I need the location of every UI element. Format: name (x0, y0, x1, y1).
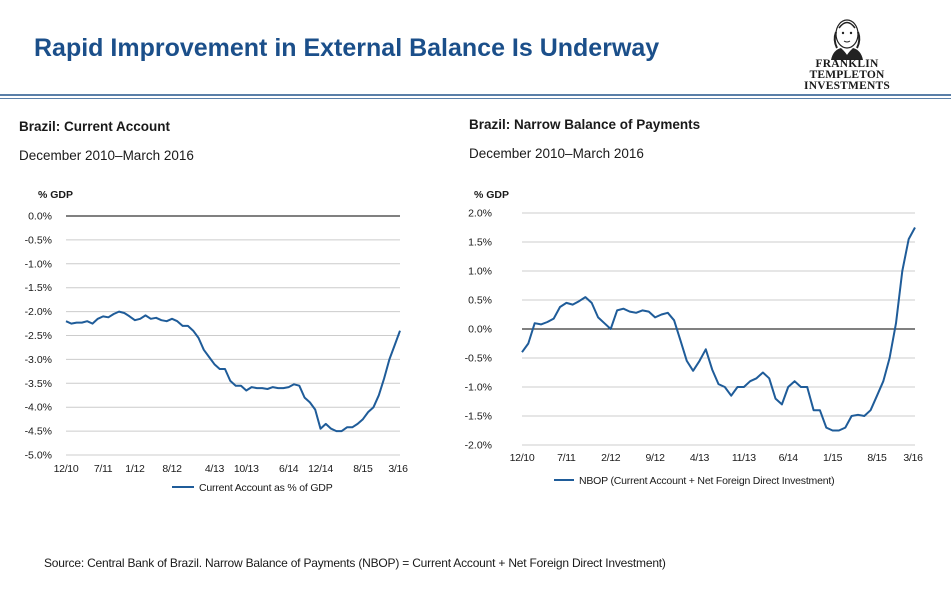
x-tick-label: 12/10 (54, 463, 79, 475)
x-tick-label: 6/14 (779, 452, 799, 464)
y-tick-label: -1.5% (465, 411, 492, 423)
x-tick-label: 7/11 (94, 463, 113, 475)
chart1-title: Brazil: Current Account (19, 119, 171, 134)
x-tick-label: 12/14 (308, 463, 333, 475)
y-tick-label: -4.5% (25, 426, 52, 438)
source-note: Source: Central Bank of Brazil. Narrow B… (44, 556, 666, 570)
y-tick-label: -1.0% (25, 258, 52, 270)
nbop-chart: % GDP 2.0% 1.5% 1.0% 0.5% 0.0% -0.5% -1.0% -1.5%… (465, 189, 924, 487)
series-line (65, 310, 401, 433)
y-tick-label: -2.0% (25, 306, 52, 318)
x-tick-label: 3/16 (903, 452, 923, 464)
x-tick-label: 2/12 (601, 452, 621, 464)
portrait-icon (831, 19, 863, 60)
header-rule-thin (0, 98, 951, 99)
y-tick-label: -4.0% (25, 402, 52, 414)
x-tick-label: 12/10 (510, 452, 535, 464)
x-tick-label: 9/12 (645, 452, 665, 464)
y-tick-label: -1.0% (465, 382, 492, 394)
legend-label: Current Account as % of GDP (199, 482, 333, 494)
header-rule-thick (0, 94, 951, 96)
x-tick-label: 4/13 (690, 452, 710, 464)
y-tick-label: 0.0% (468, 324, 492, 336)
x-tick-label: 4/13 (205, 463, 225, 475)
x-tick-label: 3/16 (388, 463, 408, 475)
x-tick-label: 1/15 (823, 452, 843, 464)
x-tick-label: 10/13 (234, 463, 259, 475)
y-tick-label: 0.0% (28, 211, 52, 223)
y-tick-label: 2.0% (468, 208, 492, 220)
logo-text-line1: FRANKLIN TEMPLETON (809, 58, 885, 81)
y-tick-label: -3.5% (25, 378, 52, 390)
x-tick-label: 7/11 (557, 452, 576, 464)
y-tick-label: 1.0% (468, 266, 492, 278)
legend-label: NBOP (Current Account + Net Foreign Dire… (579, 475, 834, 487)
page-title: Rapid Improvement in External Balance Is… (34, 34, 660, 62)
chart2-title: Brazil: Narrow Balance of Payments (469, 117, 701, 132)
x-tick-label: 8/12 (162, 463, 182, 475)
x-tick-label: 8/15 (867, 452, 887, 464)
chart2-subtitle: December 2010–March 2016 (469, 146, 644, 161)
y-tick-label: -3.0% (25, 354, 52, 366)
series-line (521, 227, 916, 432)
franklin-templeton-logo: FRANKLIN TEMPLETON INVESTMENTS (784, 14, 910, 92)
y-tick-label: -0.5% (465, 353, 492, 365)
y-tick-label: -5.0% (25, 450, 52, 462)
chart1-subtitle: December 2010–March 2016 (19, 148, 194, 163)
y-tick-label: 1.5% (468, 237, 492, 249)
current-account-chart: % GDP 0.0% -0.5% -1.0% -1.5% -2.0% -2.5% -3.0% -… (25, 189, 409, 494)
x-tick-label: 11/13 (732, 452, 756, 464)
x-tick-label: 8/15 (353, 463, 373, 475)
y-tick-label: 0.5% (468, 295, 492, 307)
logo-text-line2: INVESTMENTS (804, 80, 890, 92)
x-tick-label: 1/12 (125, 463, 145, 475)
y-tick-label: -2.5% (25, 330, 52, 342)
y-axis-title: % GDP (38, 189, 73, 201)
y-axis-title: % GDP (474, 189, 509, 201)
y-tick-label: -2.0% (465, 440, 492, 452)
y-tick-label: -0.5% (25, 234, 52, 246)
y-tick-label: -1.5% (25, 282, 52, 294)
x-tick-label: 6/14 (279, 463, 299, 475)
